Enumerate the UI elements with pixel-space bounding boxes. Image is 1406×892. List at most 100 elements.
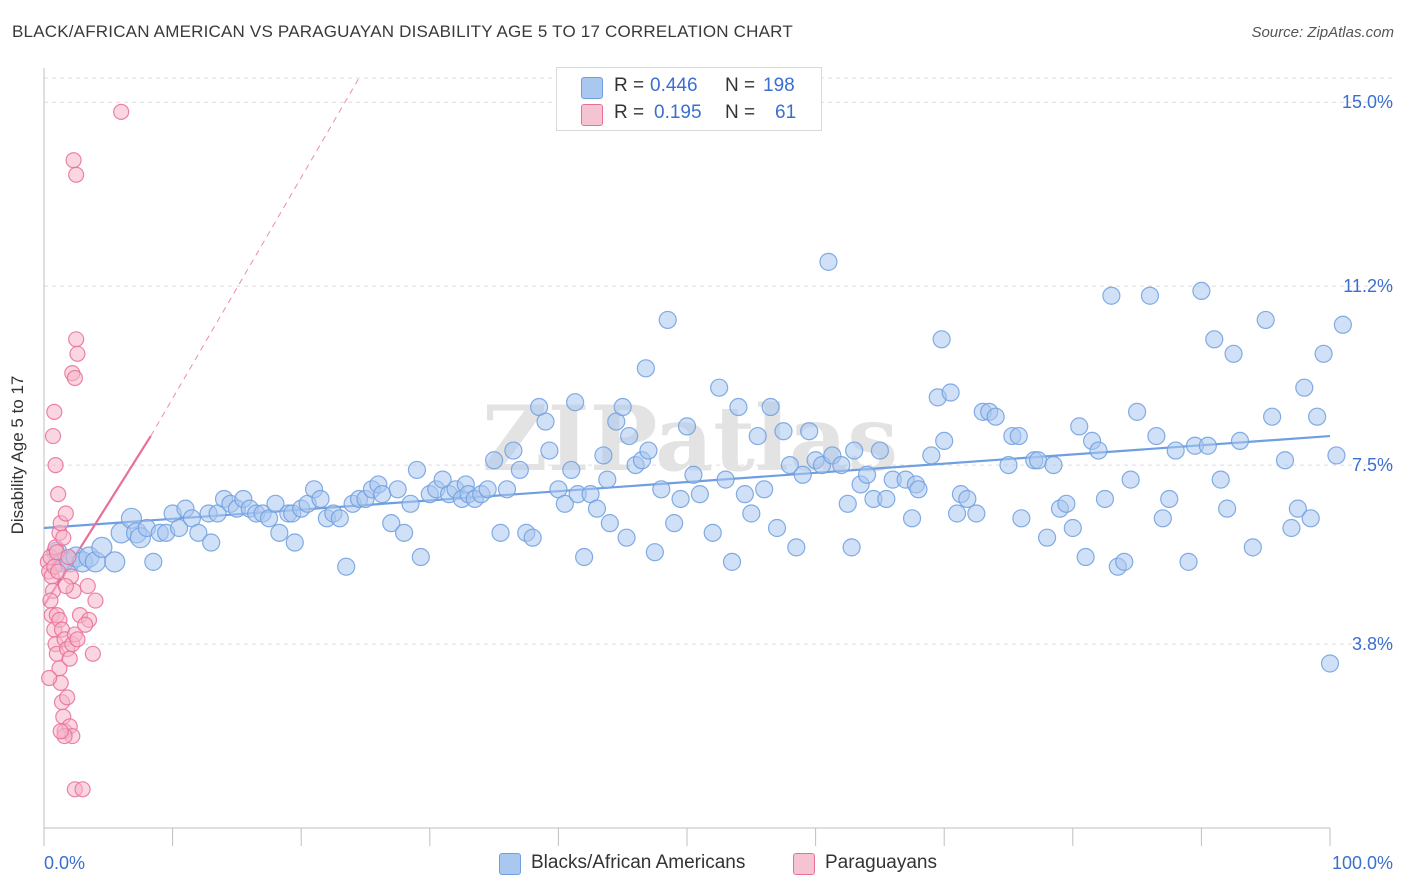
point-blacks (1076, 547, 1095, 567)
point-blacks (478, 480, 497, 499)
point-blacks (690, 485, 709, 504)
point-paraguayans (69, 631, 86, 648)
point-blacks (787, 538, 806, 557)
point-paraguayans (52, 723, 69, 740)
point-blacks (800, 422, 819, 441)
point-blacks (270, 523, 289, 542)
legend-n-label: N = (725, 75, 756, 96)
point-blacks (1028, 451, 1048, 470)
point-blacks (986, 407, 1005, 426)
point-blacks (1243, 538, 1262, 557)
point-blacks (388, 480, 407, 499)
data-points (39, 103, 1352, 798)
trend-extension-paraguayans (150, 77, 360, 437)
point-paraguayans (113, 103, 130, 120)
point-blacks (877, 489, 896, 509)
point-blacks (598, 470, 617, 489)
point-blacks (1295, 378, 1314, 397)
point-blacks (1037, 528, 1057, 547)
point-blacks (600, 514, 619, 533)
point-paraguayans (65, 152, 82, 169)
trend-lines (43, 77, 1331, 607)
point-blacks (665, 514, 684, 533)
point-blacks (710, 378, 729, 397)
point-paraguayans (61, 650, 78, 667)
point-blacks (401, 494, 420, 513)
y-tick-label: 3.8% (1352, 634, 1393, 654)
point-blacks (510, 460, 529, 480)
point-paraguayans (42, 592, 59, 609)
point-blacks (594, 446, 613, 465)
point-blacks (636, 359, 655, 378)
point-blacks (1166, 441, 1185, 460)
point-blacks (1275, 451, 1295, 470)
point-blacks (1127, 402, 1147, 421)
point-blacks (266, 494, 285, 513)
point-blacks (575, 547, 594, 567)
point-paraguayans (41, 669, 58, 687)
point-blacks (793, 465, 812, 484)
point-blacks (407, 460, 427, 480)
point-blacks (373, 485, 392, 504)
legend-r-label: R = (614, 75, 645, 96)
y-tick-label: 15.0% (1342, 92, 1393, 112)
point-paraguayans (55, 529, 72, 546)
point-blacks (1121, 470, 1140, 489)
point-blacks (941, 383, 960, 402)
point-blacks (1301, 509, 1320, 528)
point-blacks (562, 460, 581, 480)
point-blacks (104, 551, 126, 573)
point-blacks (1179, 552, 1198, 571)
point-blacks (909, 480, 928, 499)
point-blacks (1218, 499, 1237, 518)
point-blacks (967, 504, 986, 523)
y-axis-label: Disability Age 5 to 17 (8, 375, 27, 535)
point-blacks (684, 465, 703, 484)
point-blacks (330, 509, 349, 528)
point-blacks (716, 470, 735, 489)
point-blacks (722, 552, 742, 571)
point-blacks (1095, 489, 1115, 509)
point-blacks (1102, 286, 1121, 305)
point-blacks (755, 480, 774, 499)
point-blacks (1147, 426, 1166, 446)
bottom-legend-blacks: Blacks/African Americans (499, 851, 779, 877)
bottom-legend-swatch-blacks (499, 853, 521, 875)
point-blacks (1192, 281, 1211, 301)
point-blacks (1282, 518, 1301, 538)
point-blacks (540, 441, 559, 460)
point-blacks (1224, 344, 1243, 363)
point-blacks (202, 533, 221, 552)
axes (43, 68, 1331, 846)
point-paraguayans (50, 486, 67, 503)
source-label: Source: ZipAtlas.com (1251, 24, 1394, 41)
point-blacks (1044, 455, 1063, 475)
point-blacks (842, 538, 861, 557)
y-tick-label: 7.5% (1352, 455, 1393, 475)
legend-r-label: R = (614, 102, 645, 123)
point-blacks (947, 504, 967, 523)
point-blacks (767, 518, 787, 538)
point-blacks (922, 446, 941, 465)
point-blacks (337, 557, 356, 576)
y-tick-label: 11.2% (1343, 276, 1393, 296)
point-blacks (1063, 518, 1082, 538)
point-blacks (870, 441, 890, 460)
point-blacks (189, 523, 208, 542)
legend-row-blacks: R = 0.446 N = 198 (581, 75, 821, 99)
correlation-legend: R = 0.446 N = 198 R = 0.195 N = 61 (556, 67, 822, 131)
point-blacks (735, 485, 754, 504)
bottom-legend-paraguayans: Paraguayans (793, 851, 953, 877)
point-paraguayans (87, 592, 104, 609)
point-blacks (311, 489, 330, 509)
legend-n-label: N = (725, 102, 756, 123)
point-blacks (504, 441, 523, 460)
point-blacks (91, 536, 113, 558)
bottom-legend-label-paraguayans: Paraguayans (825, 852, 937, 873)
point-paraguayans (84, 645, 101, 662)
point-blacks (819, 252, 838, 271)
point-paraguayans (59, 689, 76, 706)
point-blacks (555, 494, 574, 513)
point-blacks (1115, 552, 1134, 571)
